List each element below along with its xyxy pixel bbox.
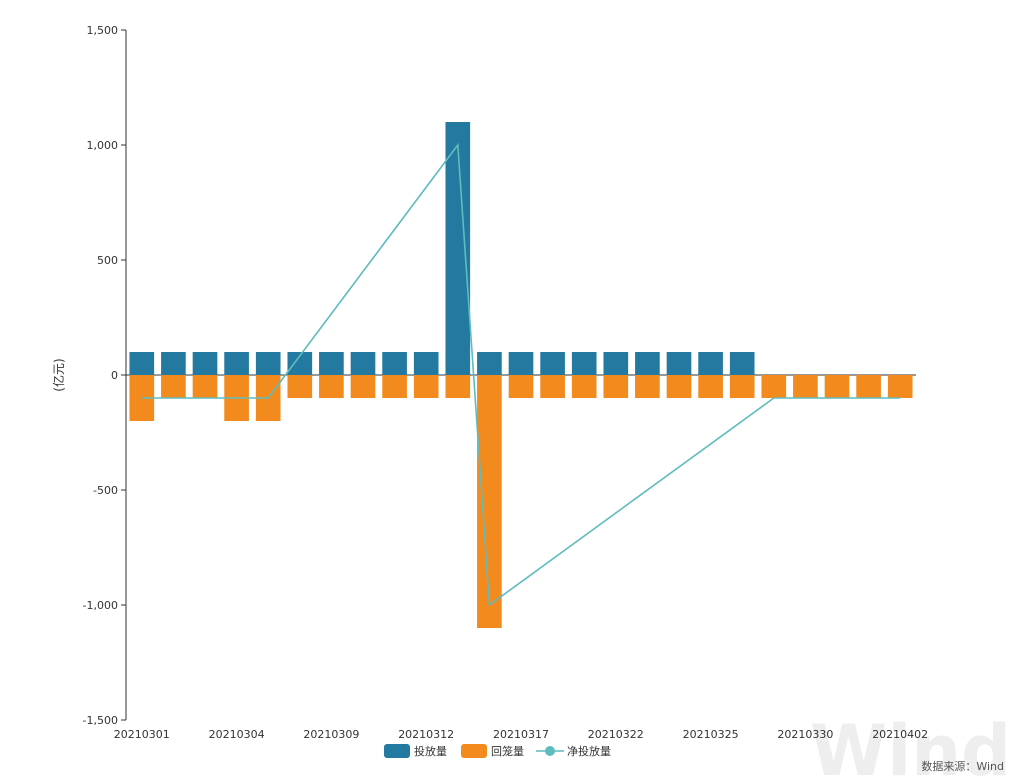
x-tick-label: 20210301 <box>114 728 170 741</box>
investment-bar <box>350 352 376 375</box>
investment-bar <box>698 352 723 375</box>
x-tick-label: 20210312 <box>398 728 454 741</box>
series-withdrawal-bars <box>129 375 913 628</box>
x-tick-label: 20210402 <box>872 728 928 741</box>
x-axis: 20210301 20210304 20210309 20210312 20210317… <box>114 374 928 741</box>
x-tick-label: 20210304 <box>209 728 265 741</box>
investment-bar <box>666 352 692 375</box>
withdrawal-bar <box>729 375 755 398</box>
investment-bar <box>571 352 597 375</box>
investment-bar <box>445 122 471 375</box>
series-net-line <box>141 142 901 607</box>
investment-bar <box>477 352 502 375</box>
investment-bar <box>255 352 281 375</box>
investment-bar <box>603 352 629 375</box>
investment-bar <box>319 352 344 375</box>
y-axis: 1,500 1,000 500 0 -500 -1,000 -1,500 <box>83 24 127 727</box>
investment-bar <box>129 352 155 375</box>
investment-bar <box>382 352 407 375</box>
withdrawal-bar <box>887 375 913 398</box>
withdrawal-bar <box>666 375 692 398</box>
investment-bar <box>161 352 186 375</box>
y-tick-label: 1,000 <box>87 139 119 152</box>
legend: 投放量 回笼量 净投放量 <box>384 744 611 758</box>
watermark: Wind <box>810 710 1011 781</box>
legend-swatch-withdrawal <box>461 744 487 758</box>
withdrawal-bar <box>287 375 313 398</box>
investment-bar <box>729 352 755 375</box>
legend-swatch-investment <box>384 744 410 758</box>
investment-bar <box>635 352 660 375</box>
withdrawal-bar <box>413 375 439 398</box>
y-axis-title: (亿元) <box>51 358 66 391</box>
y-tick-label: -500 <box>93 484 118 497</box>
withdrawal-bar <box>319 375 344 398</box>
investment-bar <box>224 352 249 375</box>
investment-bar <box>508 352 534 375</box>
series-investment-bars <box>129 122 755 375</box>
investment-bar <box>540 352 565 375</box>
withdrawal-bar <box>635 375 660 398</box>
legend-label-net: 净投放量 <box>567 744 611 758</box>
investment-bar <box>192 352 218 375</box>
y-tick-label: 500 <box>97 254 118 267</box>
x-tick-label: 20210309 <box>303 728 359 741</box>
withdrawal-bar <box>350 375 376 398</box>
withdrawal-bar <box>571 375 597 398</box>
x-tick-label: 20210317 <box>493 728 549 741</box>
withdrawal-bar <box>824 375 850 398</box>
investment-bar <box>413 352 439 375</box>
source-label: 数据来源：Wind <box>921 759 1004 773</box>
withdrawal-bar <box>603 375 629 398</box>
net-line-path <box>141 142 901 607</box>
legend-swatch-net-marker <box>545 746 555 756</box>
withdrawal-bar <box>540 375 565 398</box>
withdrawal-bar <box>382 375 407 398</box>
investment-bar <box>287 352 313 375</box>
withdrawal-bar <box>856 375 881 398</box>
y-tick-label: 1,500 <box>87 24 119 37</box>
x-tick-label: 20210322 <box>588 728 644 741</box>
legend-label-investment: 投放量 <box>414 744 447 758</box>
y-tick-label: 0 <box>111 369 118 382</box>
withdrawal-bar <box>477 375 502 628</box>
legend-label-withdrawal: 回笼量 <box>491 744 524 758</box>
x-tick-label: 20210325 <box>683 728 739 741</box>
y-tick-label: -1,000 <box>83 599 118 612</box>
x-tick-label: 20210330 <box>777 728 833 741</box>
withdrawal-bar <box>445 375 471 398</box>
withdrawal-bar <box>161 375 186 398</box>
y-tick-label: -1,500 <box>83 714 118 727</box>
withdrawal-bar <box>698 375 723 398</box>
withdrawal-bar <box>508 375 534 398</box>
withdrawal-bar <box>793 375 818 398</box>
withdrawal-bar <box>192 375 218 398</box>
withdrawal-bar <box>761 375 787 398</box>
